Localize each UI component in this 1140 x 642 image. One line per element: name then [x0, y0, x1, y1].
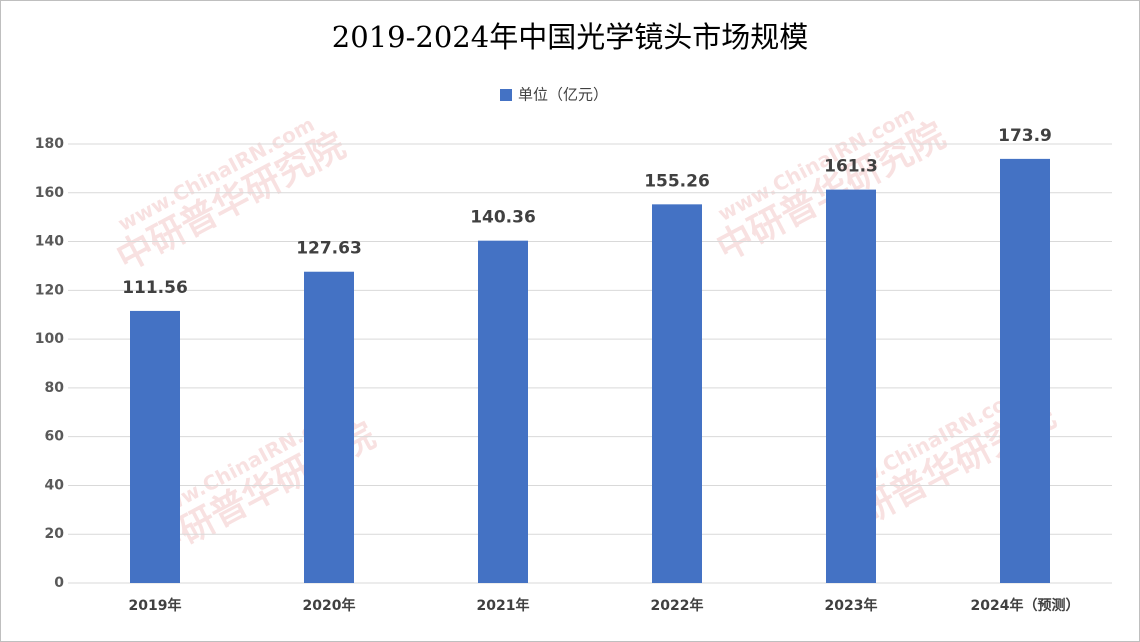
x-tick-label: 2023年	[825, 597, 878, 614]
bar	[304, 271, 354, 583]
bar	[130, 310, 180, 583]
x-tick-label: 2021年	[477, 597, 530, 614]
value-label: 111.56	[122, 278, 188, 298]
value-label: 161.3	[824, 157, 878, 177]
x-tick-label: 2024年（预测）	[971, 597, 1080, 614]
y-tick-label: 40	[45, 477, 65, 493]
chart-title: 2019-2024年中国光学镜头市场规模	[332, 20, 808, 54]
bar	[652, 204, 702, 583]
x-tick-label: 2022年	[651, 597, 704, 614]
legend-swatch	[500, 89, 512, 101]
y-tick-label: 80	[45, 380, 65, 396]
value-label: 127.63	[296, 239, 362, 259]
value-label: 155.26	[644, 171, 710, 191]
x-tick-label: 2020年	[303, 597, 356, 614]
value-label: 140.36	[470, 208, 536, 228]
value-label: 173.9	[998, 126, 1052, 146]
legend-label: 单位（亿元）	[518, 86, 608, 104]
y-tick-label: 140	[35, 234, 64, 250]
y-tick-label: 160	[35, 185, 64, 201]
bar	[826, 189, 876, 583]
y-tick-label: 120	[35, 282, 64, 298]
y-tick-label: 20	[45, 526, 65, 542]
bar	[478, 240, 528, 583]
y-tick-label: 60	[45, 429, 65, 445]
bar	[1000, 158, 1050, 583]
y-tick-label: 180	[35, 136, 64, 152]
y-tick-label: 0	[54, 575, 64, 591]
x-tick-label: 2019年	[129, 597, 182, 614]
y-tick-label: 100	[35, 331, 64, 347]
